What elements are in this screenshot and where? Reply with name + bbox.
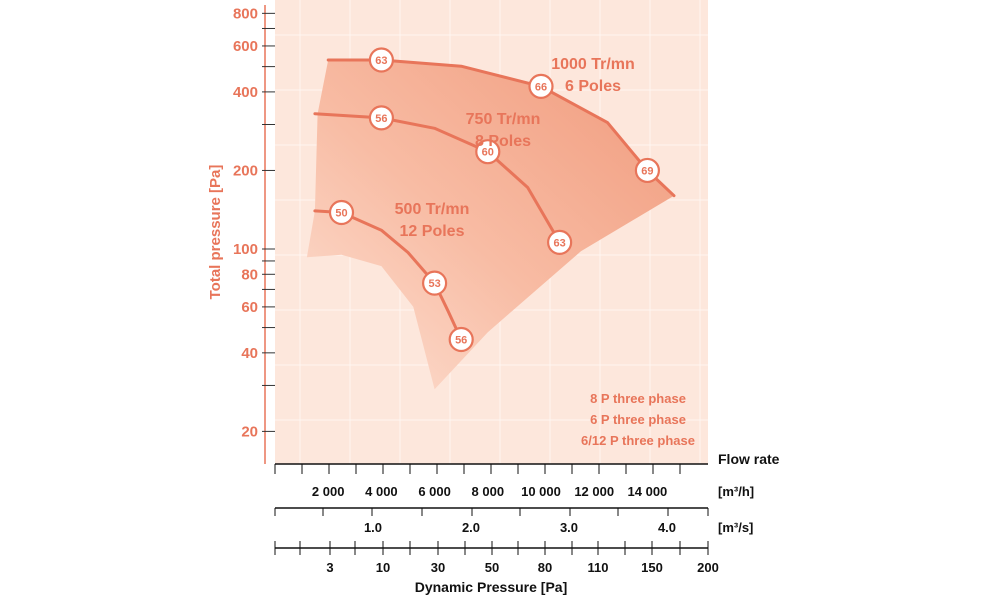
curve-label-1: 8 Poles (475, 133, 531, 150)
y-tick-label: 80 (241, 266, 258, 283)
flow-s-tick-label: 2.0 (462, 520, 480, 535)
flow-rate-title: Flow rate (718, 451, 780, 467)
note-text: 6/12 P three phase (581, 433, 695, 448)
curve-labels: 500 Tr/mn 12 Poles 750 Tr/mn 8 Poles 1000 Tr… (395, 56, 635, 240)
y-tick-label: 800 (233, 5, 258, 22)
db-marker-label: 66 (535, 81, 547, 93)
y-tick-label: 100 (233, 241, 258, 258)
db-marker (448, 326, 474, 353)
dynamic-pressure-title: Dynamic Pressure [Pa] (415, 579, 568, 595)
series-group: 50 53 56 56 60 63 63 66 69 (313, 47, 676, 353)
curve-label-2: 1000 Tr/mn (551, 56, 635, 73)
flow-s-tick-label: 1.0 (364, 520, 382, 535)
y-tick-label: 40 (241, 345, 258, 362)
db-marker-label: 60 (482, 147, 494, 159)
dyn-pressure-tick-label: 10 (376, 560, 390, 575)
dyn-pressure-tick-label: 150 (641, 560, 663, 575)
db-marker-label: 69 (641, 165, 653, 177)
db-marker (368, 105, 394, 131)
flow-tick-label: 2 000 (312, 484, 345, 499)
dyn-pressure-tick-label: 200 (697, 560, 719, 575)
curve-label-1: 750 Tr/mn (466, 111, 541, 128)
y-axis: 20 40 60 80 100 200 400 600 800 (233, 5, 275, 464)
y-tick-label: 60 (241, 299, 258, 316)
db-marker-label: 50 (335, 208, 347, 220)
flow-tick-label: 6 000 (418, 484, 451, 499)
y-tick-label: 200 (233, 162, 258, 179)
note-text: 8 P three phase (590, 391, 686, 406)
y-axis-label: Total pressure [Pa] (207, 165, 224, 300)
db-marker-label: 63 (375, 55, 387, 67)
curve-label-0: 500 Tr/mn (395, 201, 470, 218)
flow-tick-label: 14 000 (628, 484, 668, 499)
db-marker (475, 139, 501, 165)
flow-unit-m3s: [m³/s] (718, 520, 753, 535)
db-marker (528, 73, 554, 99)
x-scales: Flow rate 2 000 4 000 6 000 8 000 10 000 12 00… (274, 451, 780, 595)
db-marker-label: 63 (553, 237, 565, 249)
y-tick-label: 600 (233, 38, 258, 55)
db-marker (547, 229, 573, 256)
flow-unit-m3h: [m³/h] (718, 484, 754, 499)
curve-label-0: 12 Poles (400, 223, 465, 240)
db-marker-label: 53 (428, 278, 440, 290)
dyn-pressure-tick-label: 80 (538, 560, 552, 575)
flow-tick-label: 4 000 (365, 484, 398, 499)
curve-label-2: 6 Poles (565, 78, 621, 95)
flow-s-tick-label: 3.0 (560, 520, 578, 535)
db-marker (422, 270, 448, 296)
db-marker-label: 56 (375, 113, 387, 125)
db-marker (328, 199, 355, 226)
db-marker-label: 56 (455, 334, 467, 346)
flow-s-tick-label: 4.0 (658, 520, 676, 535)
operating-region (306, 60, 674, 390)
y-tick-label: 20 (241, 423, 258, 440)
flow-tick-label: 10 000 (521, 484, 561, 499)
flow-tick-label: 8 000 (472, 484, 505, 499)
note-text: 6 P three phase (590, 412, 686, 427)
notes: 8 P three phase 6 P three phase 6/12 P thr… (581, 391, 695, 448)
flow-tick-label: 12 000 (574, 484, 614, 499)
db-marker (368, 47, 394, 73)
dyn-pressure-tick-label: 110 (588, 560, 609, 575)
dyn-pressure-tick-label: 50 (485, 560, 499, 575)
y-tick-label: 400 (233, 84, 258, 101)
dyn-pressure-tick-label: 30 (431, 560, 445, 575)
dyn-pressure-tick-label: 3 (326, 560, 333, 575)
db-marker (634, 157, 661, 184)
